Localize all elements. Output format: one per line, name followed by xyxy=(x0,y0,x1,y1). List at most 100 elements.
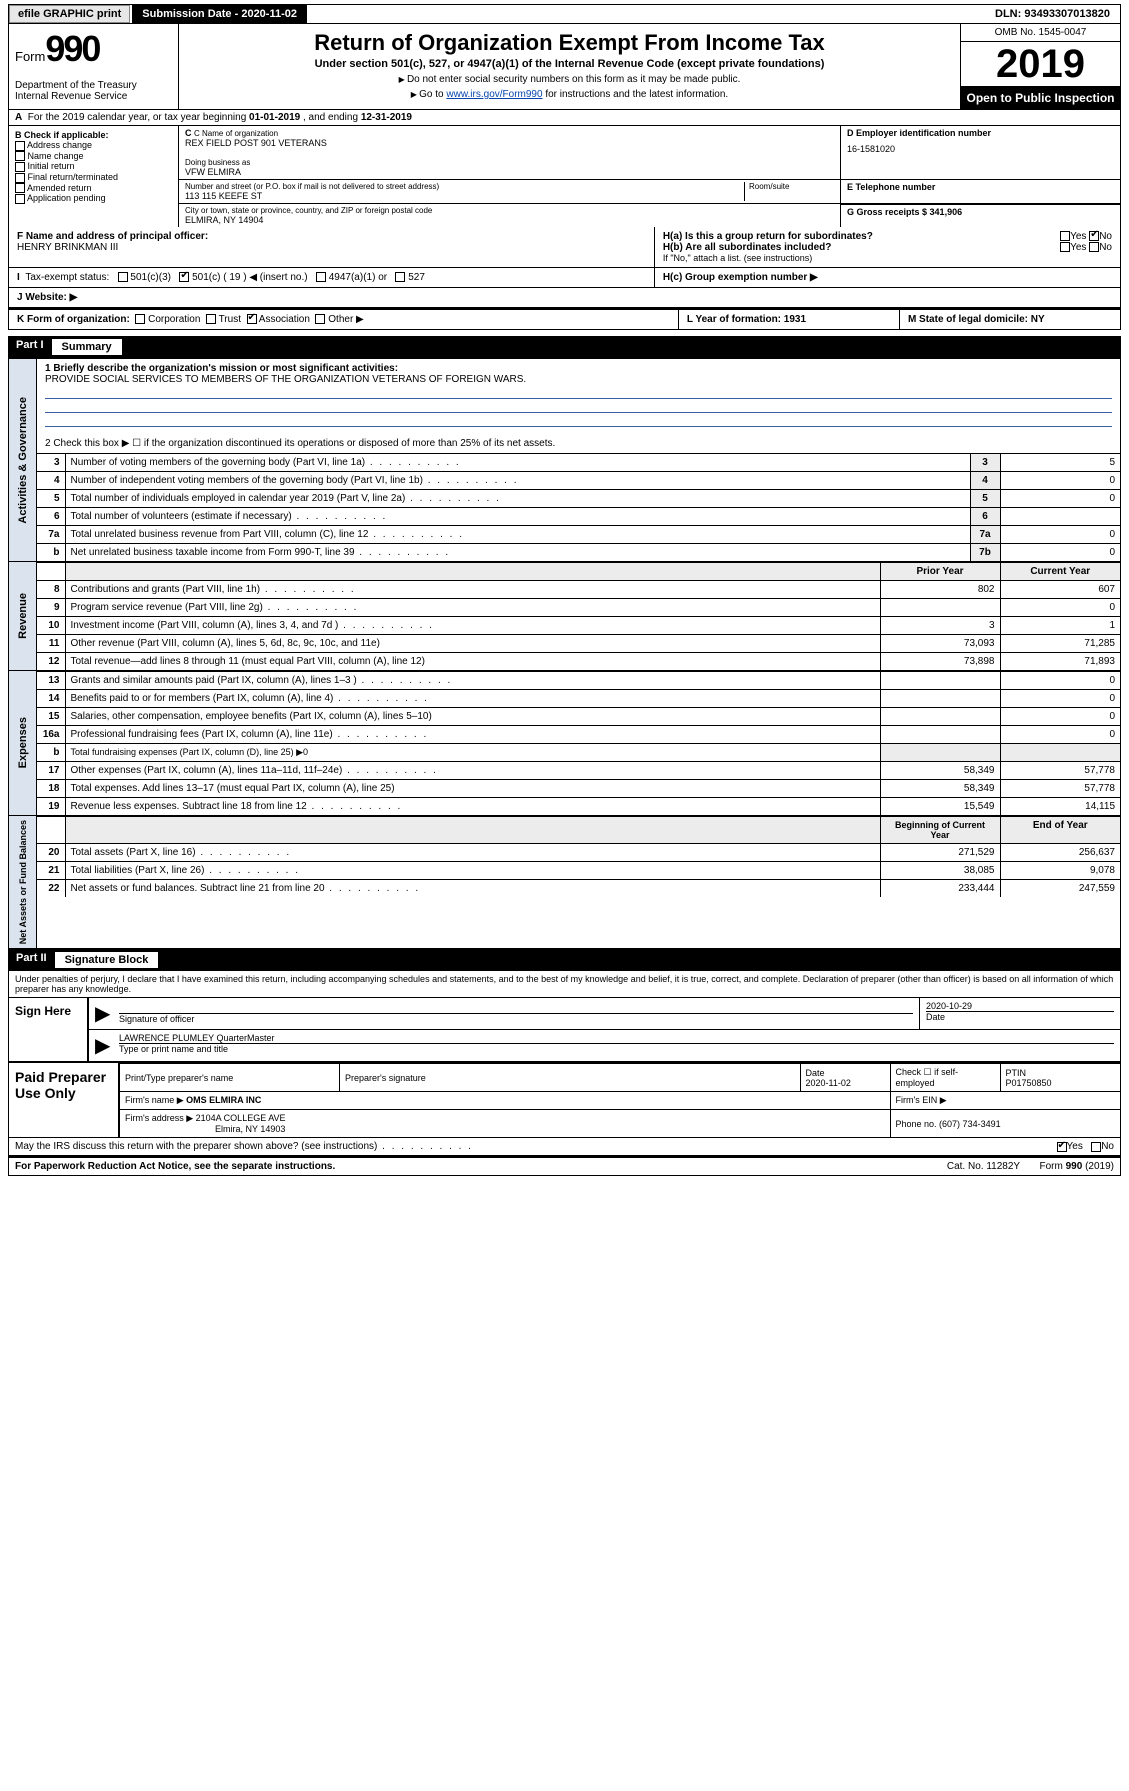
discuss-row: May the IRS discuss this return with the… xyxy=(9,1137,1120,1155)
sig-date: 2020-10-29 xyxy=(926,1001,1114,1011)
sign-arrow-icon: ▶ xyxy=(89,998,113,1029)
officer-name: HENRY BRINKMAN III xyxy=(17,242,646,253)
city: ELMIRA, NY 14904 xyxy=(185,215,834,225)
klm-row: K Form of organization: Corporation Trus… xyxy=(8,308,1121,330)
page-footer: For Paperwork Reduction Act Notice, see … xyxy=(8,1156,1121,1176)
form-footer: Form 990 (2019) xyxy=(1040,1161,1114,1172)
cb-501c[interactable] xyxy=(179,272,189,282)
sig-officer-label: Signature of officer xyxy=(119,1013,913,1024)
note-ssn: Do not enter social security numbers on … xyxy=(189,74,950,85)
form-title: Return of Organization Exempt From Incom… xyxy=(189,30,950,56)
net-table: Beginning of Current YearEnd of Year 20T… xyxy=(37,816,1120,897)
sig-date-label: Date xyxy=(926,1011,1114,1022)
phone-label: E Telephone number xyxy=(847,182,1114,192)
form-header: Form990 Department of the Treasury Inter… xyxy=(8,24,1121,110)
pp-name-label: Print/Type preparer's name xyxy=(120,1064,340,1092)
officer-sub: Type or print name and title xyxy=(119,1043,1114,1054)
part-i-header: Part I Summary xyxy=(8,336,1121,358)
cb-527[interactable] xyxy=(395,272,405,282)
officer-label: F Name and address of principal officer: xyxy=(17,231,646,242)
cb-corp[interactable] xyxy=(135,314,145,324)
irs-link[interactable]: www.irs.gov/Form990 xyxy=(446,89,542,100)
gov-table: 3Number of voting members of the governi… xyxy=(37,453,1120,561)
org-name-label: C C Name of organization xyxy=(185,128,834,138)
org-name: REX FIELD POST 901 VETERANS xyxy=(185,138,834,148)
city-label: City or town, state or province, country… xyxy=(185,206,834,215)
tax-year: 2019 xyxy=(961,42,1120,86)
h-b: H(b) Are all subordinates included? Yes … xyxy=(663,242,1112,253)
signature-block: Under penalties of perjury, I declare th… xyxy=(8,971,1121,1156)
cb-name-change[interactable]: Name change xyxy=(15,151,172,162)
addr-label: Number and street (or P.O. box if mail i… xyxy=(185,182,744,191)
firm-name: OMS ELMIRA INC xyxy=(186,1095,261,1105)
open-to-public: Open to Public Inspection xyxy=(961,86,1120,109)
h-a: H(a) Is this a group return for subordin… xyxy=(663,231,1112,242)
room-label: Room/suite xyxy=(749,182,834,191)
discuss-yes[interactable] xyxy=(1057,1142,1067,1152)
tax-exempt-label: Tax-exempt status: xyxy=(25,272,109,283)
gov-label: Activities & Governance xyxy=(15,393,31,528)
pra-notice: For Paperwork Reduction Act Notice, see … xyxy=(15,1161,335,1172)
pp-date: 2020-11-02 xyxy=(806,1078,851,1088)
discuss-no[interactable] xyxy=(1091,1142,1101,1152)
pp-self-employed[interactable]: Check ☐ if self-employed xyxy=(890,1064,1000,1092)
i-hc-row: I Tax-exempt status: 501(c)(3) 501(c) ( … xyxy=(8,268,1121,288)
section-b: B Check if applicable: Address change Na… xyxy=(9,126,179,227)
j-row: J Website: ▶ xyxy=(8,288,1121,308)
h-b-note: If "No," attach a list. (see instruction… xyxy=(663,253,1112,263)
cb-amended-return[interactable]: Amended return xyxy=(15,183,172,194)
rev-table: Prior YearCurrent Year 8Contributions an… xyxy=(37,562,1120,670)
addr: 113 115 KEEFE ST xyxy=(185,191,744,201)
cb-address-change[interactable]: Address change xyxy=(15,140,172,151)
cb-final-return[interactable]: Final return/terminated xyxy=(15,172,172,183)
form-number: Form990 xyxy=(15,28,172,70)
omb-number: OMB No. 1545-0047 xyxy=(961,24,1120,42)
firm-addr: 2104A COLLEGE AVE xyxy=(196,1113,286,1123)
cat-no: Cat. No. 11282Y xyxy=(947,1161,1020,1172)
cb-trust[interactable] xyxy=(206,314,216,324)
part-ii-header: Part II Signature Block xyxy=(8,949,1121,971)
line1-label: 1 Briefly describe the organization's mi… xyxy=(45,363,1112,374)
website-label: J Website: ▶ xyxy=(17,292,77,303)
form-subtitle: Under section 501(c), 527, or 4947(a)(1)… xyxy=(189,58,950,70)
f-h-row: F Name and address of principal officer:… xyxy=(8,227,1121,268)
sign-arrow-icon-2: ▶ xyxy=(89,1030,113,1061)
officer-name-title: LAWRENCE PLUMLEY QuarterMaster xyxy=(119,1033,1114,1043)
pp-sig-label: Preparer's signature xyxy=(340,1064,801,1092)
cb-initial-return[interactable]: Initial return xyxy=(15,161,172,172)
submission-date-label: Submission Date - 2020-11-02 xyxy=(132,5,307,23)
ptin: P01750850 xyxy=(1006,1078,1052,1088)
part-i-body: Activities & Governance 1 Briefly descri… xyxy=(8,358,1121,949)
line1-val: PROVIDE SOCIAL SERVICES TO MEMBERS OF TH… xyxy=(45,374,1112,385)
gross-receipts: G Gross receipts $ 341,906 xyxy=(847,207,962,217)
exp-table: 13Grants and similar amounts paid (Part … xyxy=(37,671,1120,815)
h-c: H(c) Group exemption number ▶ xyxy=(663,272,818,283)
form-org-label: K Form of organization: xyxy=(17,314,130,325)
cb-application-pending[interactable]: Application pending xyxy=(15,193,172,204)
dln: DLN: 93493307013820 xyxy=(985,5,1120,23)
jurat: Under penalties of perjury, I declare th… xyxy=(9,971,1120,997)
firm-phone: (607) 734-3491 xyxy=(939,1119,1001,1129)
top-bar: efile GRAPHIC print Submission Date - 20… xyxy=(8,4,1121,24)
exp-label: Expenses xyxy=(15,713,31,772)
firm-ein-label: Firm's EIN ▶ xyxy=(890,1092,1120,1110)
rev-label: Revenue xyxy=(15,589,31,643)
ein: 16-1581020 xyxy=(847,144,1114,154)
topbar-spacer xyxy=(309,11,325,17)
state-domicile: M State of legal domicile: NY xyxy=(908,314,1045,325)
cb-501c3[interactable] xyxy=(118,272,128,282)
note-link: Go to www.irs.gov/Form990 for instructio… xyxy=(189,89,950,100)
year-formation: L Year of formation: 1931 xyxy=(687,314,806,325)
paid-preparer-label: Paid Preparer Use Only xyxy=(9,1063,119,1137)
dba-label: Doing business as xyxy=(185,158,834,167)
efile-print-button[interactable]: efile GRAPHIC print xyxy=(9,5,130,23)
paid-table: Print/Type preparer's name Preparer's si… xyxy=(119,1063,1120,1137)
dba: VFW ELMIRA xyxy=(185,167,834,177)
header-grid: B Check if applicable: Address change Na… xyxy=(8,126,1121,227)
cb-assoc[interactable] xyxy=(247,314,257,324)
line2: 2 Check this box ▶ ☐ if the organization… xyxy=(45,438,1112,449)
cb-4947[interactable] xyxy=(316,272,326,282)
line-a: A For the 2019 calendar year, or tax yea… xyxy=(8,110,1121,126)
ein-label: D Employer identification number xyxy=(847,128,1114,138)
cb-other[interactable] xyxy=(315,314,325,324)
